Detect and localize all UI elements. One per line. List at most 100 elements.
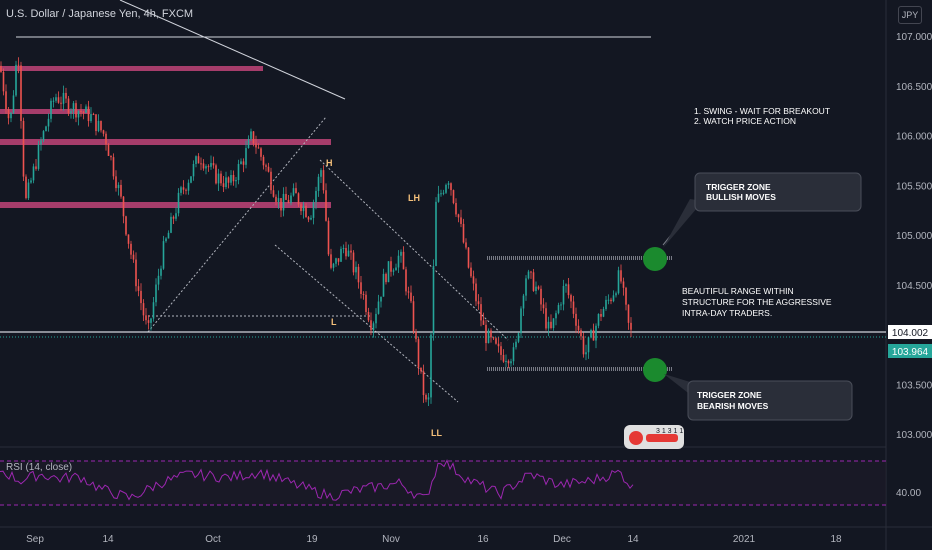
candle-body bbox=[197, 156, 200, 164]
candle-body bbox=[457, 214, 460, 218]
x-tick-label: 2021 bbox=[733, 534, 756, 545]
candle-body bbox=[65, 92, 67, 99]
x-tick-label: Oct bbox=[205, 534, 221, 545]
candle-body bbox=[302, 205, 305, 212]
candle-body bbox=[515, 341, 517, 348]
candle-body bbox=[345, 247, 347, 257]
candle-body bbox=[420, 367, 422, 372]
candle-body bbox=[325, 190, 327, 221]
candle-body bbox=[385, 273, 387, 283]
time-axis[interactable]: Sep 14 Oct 19 Nov 16 Dec 14 2021 18 bbox=[26, 534, 842, 545]
candle-body bbox=[285, 193, 287, 200]
candle-body bbox=[595, 325, 597, 341]
candle-body bbox=[272, 190, 275, 197]
candle-body bbox=[435, 201, 437, 266]
candle-body bbox=[365, 294, 367, 312]
candle-body bbox=[432, 265, 435, 335]
candle-body bbox=[207, 166, 210, 168]
author-badge: 3 1 3 1 1 bbox=[624, 425, 684, 449]
candle-body bbox=[355, 266, 357, 273]
candle-body bbox=[560, 304, 562, 306]
candle-body bbox=[400, 251, 402, 256]
candle-body bbox=[477, 301, 480, 305]
candle-body bbox=[510, 361, 512, 364]
bull-callout-line1: TRIGGER ZONE bbox=[706, 182, 771, 192]
current-price-label: 103.964 bbox=[892, 347, 929, 358]
candle-body bbox=[360, 282, 362, 294]
candle-body bbox=[482, 320, 485, 325]
candle-body bbox=[265, 165, 267, 167]
range-note-line2: STRUCTURE FOR THE AGGRESSIVE bbox=[682, 297, 832, 307]
candle-body bbox=[312, 202, 315, 218]
candle-body bbox=[377, 301, 380, 314]
candle-body bbox=[180, 187, 182, 193]
candle-body bbox=[100, 120, 102, 131]
candle-body bbox=[565, 284, 567, 286]
badge-logo-icon bbox=[629, 431, 643, 445]
candle-body bbox=[70, 111, 72, 114]
candle-body bbox=[350, 250, 352, 253]
candle-body bbox=[120, 184, 122, 197]
candle-body bbox=[580, 330, 582, 337]
candle-body bbox=[322, 170, 325, 191]
candle-body bbox=[485, 324, 487, 344]
candle-body bbox=[55, 97, 57, 101]
candle-body bbox=[137, 286, 140, 291]
candle-body bbox=[610, 299, 612, 302]
candle-body bbox=[140, 290, 142, 304]
candle-body bbox=[125, 216, 127, 235]
candle-body bbox=[247, 138, 250, 149]
candle-body bbox=[52, 100, 55, 102]
candle-body bbox=[465, 242, 467, 248]
candle-body bbox=[480, 304, 482, 321]
candle-body bbox=[590, 329, 592, 338]
range-note-line3: INTRA-DAY TRADERS. bbox=[682, 308, 772, 318]
x-tick-label: Sep bbox=[26, 534, 44, 545]
candle-body bbox=[160, 268, 162, 276]
candle-body bbox=[407, 291, 410, 293]
candle-body bbox=[127, 234, 130, 244]
candle-body bbox=[530, 271, 532, 273]
candle-body bbox=[622, 281, 625, 288]
candle-body bbox=[607, 299, 610, 301]
candle-body bbox=[422, 371, 425, 396]
candle-body bbox=[522, 295, 525, 309]
candle-body bbox=[47, 118, 50, 127]
candle-body bbox=[162, 241, 165, 269]
currency-button[interactable]: JPY bbox=[898, 6, 922, 24]
candle-body bbox=[97, 120, 100, 132]
candle-body bbox=[87, 106, 90, 122]
rsi-line bbox=[0, 459, 634, 501]
pivot-lh: LH bbox=[408, 193, 420, 203]
candle-body bbox=[245, 148, 247, 165]
candle-body bbox=[430, 334, 432, 398]
bear-callout-box bbox=[687, 380, 853, 421]
y-tick-label: 105.000 bbox=[896, 231, 932, 242]
bullish-trigger-dot bbox=[643, 247, 667, 271]
candle-body bbox=[337, 258, 340, 262]
candle-body bbox=[7, 109, 10, 119]
candle-body bbox=[267, 166, 270, 172]
bear-callout-line1: TRIGGER ZONE bbox=[697, 390, 762, 400]
candle-body bbox=[627, 304, 630, 323]
candle-body bbox=[122, 196, 125, 217]
candle-body bbox=[80, 110, 82, 112]
candle-body bbox=[155, 284, 157, 303]
candle-body bbox=[292, 188, 295, 196]
candle-body bbox=[342, 247, 345, 249]
candle-body bbox=[115, 176, 117, 189]
candle-body bbox=[602, 309, 605, 317]
candle-body bbox=[557, 305, 560, 314]
candle-body bbox=[500, 346, 502, 355]
price-axis[interactable]: 103.000103.500104.000104.500105.000105.5… bbox=[896, 32, 932, 441]
rsi-pane: RSI (14, close) 40.00 bbox=[0, 459, 921, 506]
candle-body bbox=[175, 213, 177, 219]
candle-body bbox=[17, 64, 20, 66]
candle-body bbox=[495, 338, 497, 344]
candle-body bbox=[190, 176, 192, 183]
candle-body bbox=[112, 157, 115, 177]
candle-body bbox=[252, 131, 255, 144]
candle-body bbox=[402, 251, 405, 270]
candle-body bbox=[362, 293, 365, 295]
